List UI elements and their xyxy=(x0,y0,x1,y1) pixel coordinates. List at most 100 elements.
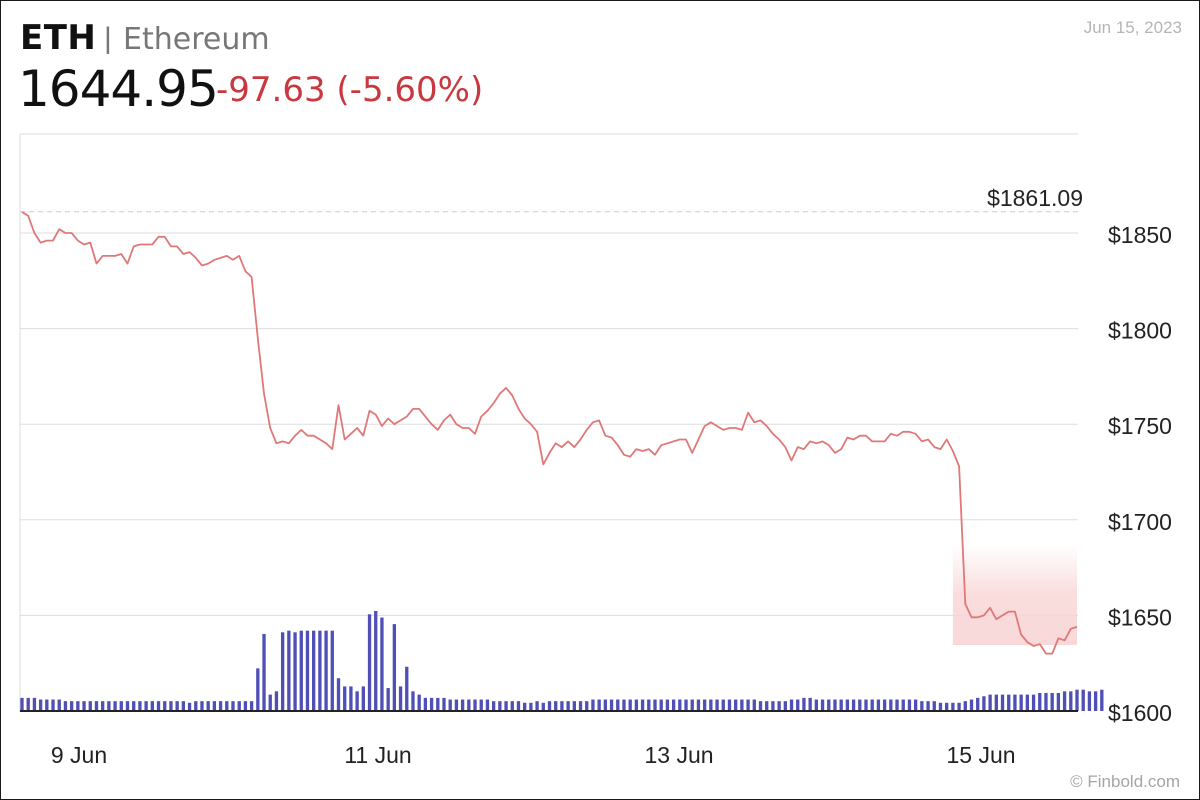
volume-bar xyxy=(988,694,992,711)
volume-bar xyxy=(920,701,924,711)
volume-bar xyxy=(963,701,967,711)
volume-bar xyxy=(1081,689,1085,711)
volume-bar xyxy=(448,699,452,711)
volume-bar xyxy=(882,699,887,711)
volume-bar xyxy=(777,701,781,711)
volume-bar xyxy=(479,699,483,711)
volume-bar xyxy=(218,701,223,711)
volume-bar xyxy=(312,630,316,711)
volume-bar xyxy=(851,699,856,711)
volume-bar xyxy=(20,697,24,711)
volume-bar xyxy=(119,701,123,711)
volume-bar xyxy=(51,699,55,711)
volume-bar xyxy=(702,699,707,711)
volume-bar xyxy=(187,702,192,711)
volume-bar xyxy=(969,699,974,711)
volume-bar xyxy=(932,701,936,711)
volume-bar xyxy=(1000,694,1005,711)
volume-bar xyxy=(951,702,955,711)
volume-bar xyxy=(1075,689,1079,711)
volume-bar xyxy=(76,701,80,711)
volume-bar xyxy=(442,697,446,711)
volume-bar xyxy=(1100,689,1104,711)
volume-bar xyxy=(361,686,365,711)
volume-bar xyxy=(907,699,912,711)
price-change: -97.63 (-5.60%) xyxy=(216,70,484,110)
volume-bar xyxy=(485,699,490,711)
volume-bar xyxy=(101,701,105,711)
y-tick-label: $1800 xyxy=(1108,318,1172,344)
volume-bar xyxy=(454,699,459,711)
volume-bar xyxy=(820,699,825,711)
volume-bar xyxy=(622,699,626,711)
volume-bar xyxy=(355,691,359,711)
volume-bar xyxy=(318,630,322,711)
x-tick-label: 9 Jun xyxy=(51,742,107,768)
y-tick-label: $1750 xyxy=(1108,413,1172,439)
volume-bar xyxy=(181,701,186,711)
volume-bar xyxy=(678,699,682,711)
volume-bar xyxy=(696,699,701,711)
volume-bar xyxy=(746,699,750,711)
volume-bar xyxy=(163,701,167,711)
volume-bar xyxy=(1031,694,1036,711)
volume-bar xyxy=(392,624,397,711)
volume-bar xyxy=(609,699,614,711)
volume-bar xyxy=(380,617,384,711)
volume-bar xyxy=(659,699,663,711)
volume-bar xyxy=(429,697,434,711)
volume-bar xyxy=(423,697,428,711)
volume-bar xyxy=(113,701,117,711)
volume-bar xyxy=(827,699,831,711)
volume-bar xyxy=(640,699,645,711)
volume-bar xyxy=(802,697,806,711)
volume-bar xyxy=(231,701,235,711)
volume-bar xyxy=(665,699,670,711)
volume-bar xyxy=(144,701,148,711)
volume-bar xyxy=(833,699,837,711)
volume-bar xyxy=(647,699,651,711)
volume-bar xyxy=(926,701,930,711)
volume-bar xyxy=(417,694,421,711)
volume-bar xyxy=(889,699,893,711)
volume-bar xyxy=(305,630,310,711)
volume-bar xyxy=(752,699,756,711)
volume-bar xyxy=(653,699,657,711)
y-tick-label: $1850 xyxy=(1108,222,1172,248)
volume-bar xyxy=(634,699,639,711)
volume-bar xyxy=(671,699,676,711)
volume-bar xyxy=(150,701,154,711)
volume-bar xyxy=(547,701,552,711)
volume-bar xyxy=(616,699,620,711)
volume-bar xyxy=(864,699,868,711)
volume-bar xyxy=(343,686,347,711)
volume-bar xyxy=(982,696,986,711)
volume-bar xyxy=(491,701,496,711)
volume-bar xyxy=(765,701,769,711)
x-tick-label: 13 Jun xyxy=(644,742,713,768)
price-area-highlight xyxy=(952,545,1077,645)
volume-bar xyxy=(175,701,179,711)
volume-bar xyxy=(560,701,564,711)
volume-bar xyxy=(938,702,943,711)
volume-bar xyxy=(467,699,471,711)
y-tick-label: $1600 xyxy=(1108,700,1172,726)
volume-bar xyxy=(225,701,229,711)
volume-bar xyxy=(274,691,279,711)
volume-bar xyxy=(510,701,514,711)
volume-bar xyxy=(1093,691,1098,711)
volume-bar xyxy=(585,701,589,711)
volume-bar xyxy=(578,701,583,711)
volume-bar xyxy=(411,691,415,711)
volume-bar xyxy=(268,694,272,711)
volume-bar xyxy=(1007,694,1011,711)
volume-bar xyxy=(324,630,328,711)
volume-bar xyxy=(814,699,819,711)
volume-bar xyxy=(870,699,874,711)
volume-bar xyxy=(299,630,303,711)
volume-bar xyxy=(523,702,527,711)
volume-bar xyxy=(460,699,465,711)
volume-bar xyxy=(771,701,775,711)
volume-bar xyxy=(1062,691,1067,711)
volume-bar xyxy=(572,701,576,711)
